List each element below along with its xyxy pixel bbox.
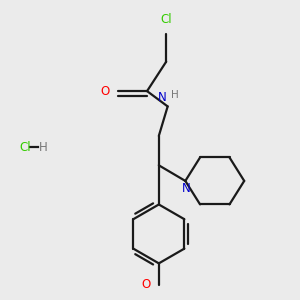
Text: N: N [182,182,190,195]
Text: N: N [158,91,166,104]
Text: H: H [171,90,178,100]
Text: O: O [141,278,151,291]
Text: H: H [39,141,47,154]
Text: O: O [100,85,110,98]
Text: Cl: Cl [19,141,31,154]
Text: Cl: Cl [160,13,172,26]
